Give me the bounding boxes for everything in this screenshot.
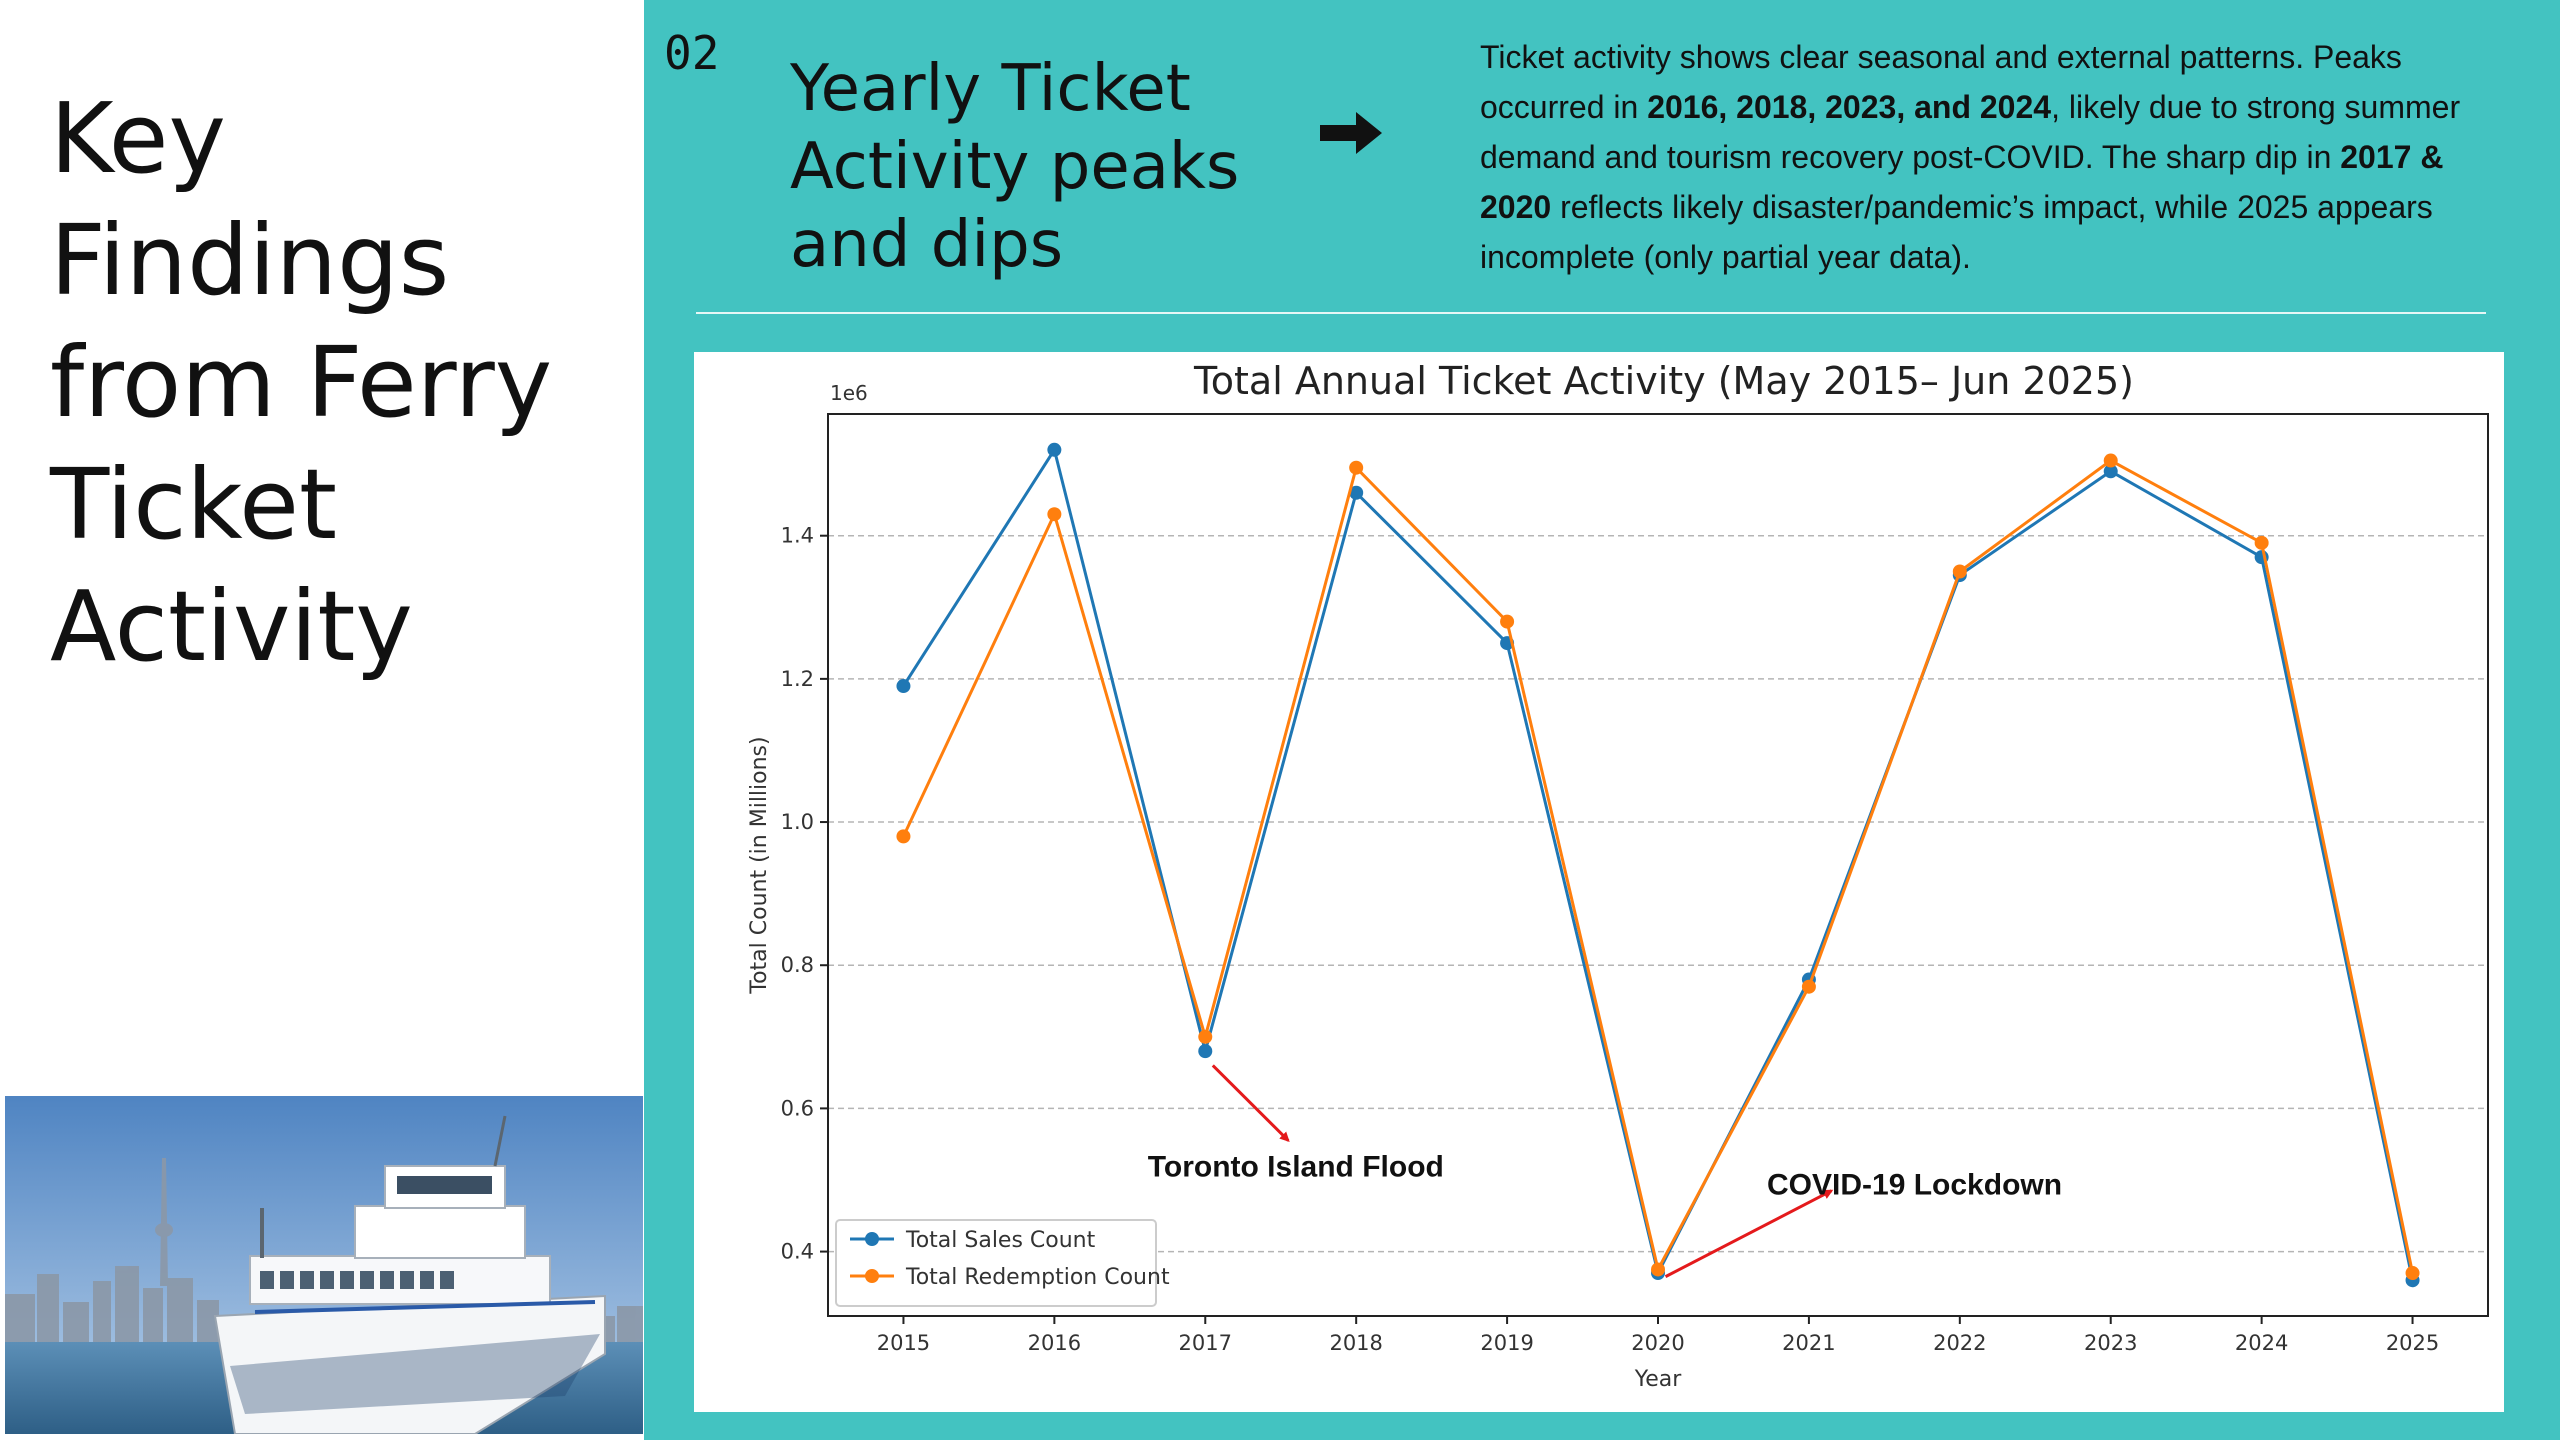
x-axis-label: Year [1634,1367,1683,1392]
y-tick-label: 1.0 [781,810,814,834]
x-tick-label: 2015 [877,1331,930,1355]
y-offset-label: 1e6 [830,381,868,405]
x-tick-label: 2024 [2235,1331,2288,1355]
x-tick-label: 2021 [1782,1331,1835,1355]
x-tick-label: 2017 [1179,1331,1232,1355]
summary-text: Ticket activity shows clear seasonal and… [1480,32,2490,282]
legend-marker-sales [865,1232,879,1246]
series-line-sales [902,446,2415,1281]
legend-label-redemption: Total Redemption Count [905,1265,1170,1290]
series-line-redemption [902,458,2415,1274]
legend: Total Sales Count Total Redemption Count [835,1219,1170,1307]
data-point-redemption [1952,564,1967,579]
y-axis-label: Total Count (in Millions) [747,736,772,994]
data-point-redemption [1349,460,1364,475]
section-title: Yearly Ticket Activity peaks and dips [790,52,1240,282]
chart-title: Total Annual Ticket Activity (May 2015– … [1193,359,2134,403]
annotation-label: COVID-19 Lockdown [1767,1168,2062,1201]
annotation-label: Toronto Island Flood [1148,1150,1444,1183]
data-point-redemption [1500,614,1515,629]
line-chart: Total Annual Ticket Activity (May 2015– … [747,359,2489,1392]
y-tick-label: 0.8 [781,953,814,977]
data-point-redemption [896,829,911,844]
data-point-redemption [1047,507,1062,522]
x-tick-label: 2019 [1480,1331,1533,1355]
ferry-photo [5,1096,643,1434]
x-tick-label: 2018 [1329,1331,1382,1355]
summary-part: Ticket activity shows clear seasonal and… [1480,39,2402,125]
y-tick-label: 0.6 [781,1096,814,1120]
data-point-redemption [2103,453,2118,468]
data-point-sales [1349,485,1364,500]
page-title: Key Findings from Ferry Ticket Activity [50,82,553,683]
summary-part-bold: 2017 & 2020 [1480,139,2444,225]
data-point-sales [1198,1044,1213,1059]
annotation-arrow [1664,1189,1834,1278]
x-tick-label: 2023 [2084,1331,2137,1355]
right-panel: 02 Yearly Ticket Activity peaks and dips… [644,0,2560,1440]
summary-part-bold: 2016, 2018, 2023, and 2024 [1647,89,2052,125]
legend-marker-redemption [865,1269,879,1283]
data-point-redemption [1801,979,1816,994]
slide-number: 02 [664,26,720,80]
chart-card: Total Annual Ticket Activity (May 2015– … [694,352,2504,1412]
plot-frame [827,413,2489,1317]
divider [696,312,2486,314]
data-point-sales [2103,464,2118,479]
data-point-sales [896,679,911,694]
y-tick-label: 0.4 [781,1240,814,1264]
x-tick-label: 2016 [1028,1331,1081,1355]
right-arrow-icon [1320,112,1382,154]
data-point-sales [1047,442,1062,457]
y-tick-label: 1.2 [781,667,814,691]
data-point-redemption [1651,1262,1665,1277]
data-point-redemption [2254,535,2269,550]
annotation-arrow [1211,1064,1290,1143]
legend-box [835,1219,1157,1307]
legend-label-sales: Total Sales Count [905,1228,1096,1253]
x-tick-label: 2020 [1631,1331,1684,1355]
summary-part: , likely due to strong summer demand and… [1480,89,2461,175]
data-point-redemption [1198,1029,1213,1044]
left-panel: Key Findings from Ferry Ticket Activity [0,0,644,1440]
y-tick-label: 1.4 [781,524,814,548]
x-tick-label: 2022 [1933,1331,1986,1355]
data-point-redemption [2405,1266,2420,1281]
x-tick-label: 2025 [2386,1331,2439,1355]
summary-part: reflects likely disaster/pandemic’s impa… [1480,189,2433,275]
